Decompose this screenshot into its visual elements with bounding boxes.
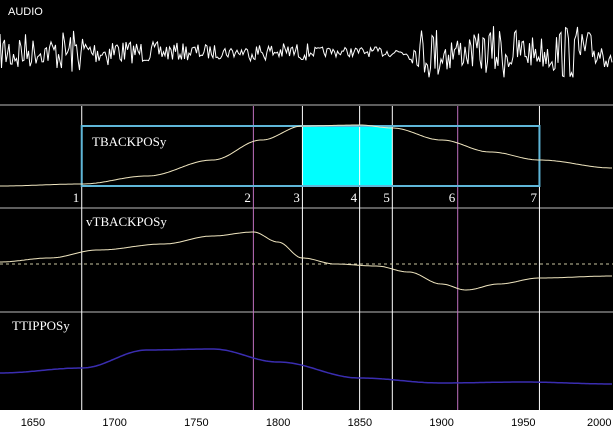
axis-tick-label: 1950	[511, 417, 536, 429]
audio-waveform	[0, 26, 613, 78]
time-axis	[0, 410, 613, 437]
landmark-label: 3	[293, 190, 300, 205]
landmark-label: 6	[448, 190, 456, 205]
landmark-label: 4	[350, 190, 358, 205]
ttipposy-label: TTIPPOSy	[12, 318, 70, 333]
ttipposy-trajectory	[0, 348, 612, 385]
axis-tick-label: 2000	[587, 417, 612, 429]
axis-tick-label: 1650	[20, 417, 46, 429]
audio-pane-label: AUDIO	[8, 6, 43, 18]
axis-tick-label: 1700	[102, 417, 127, 429]
tbackposy-label: TBACKPOSy	[92, 134, 167, 149]
axis-tick-label: 1900	[429, 417, 454, 429]
tbackposy-trajectory	[0, 124, 612, 187]
axis-tick-label: 1800	[265, 417, 291, 429]
vtbackposy-velocity	[0, 231, 612, 291]
landmark-label: 7	[530, 190, 537, 205]
axis-tick-label: 1750	[184, 417, 209, 429]
vtbackposy-label: vTBACKPOSy	[86, 214, 167, 229]
landmark-label: 5	[383, 190, 390, 205]
axis-tick-label: 1850	[347, 417, 373, 429]
landmark-label: 2	[244, 190, 251, 205]
selection-highlight[interactable]	[302, 126, 393, 186]
landmark-label: 1	[72, 190, 80, 205]
